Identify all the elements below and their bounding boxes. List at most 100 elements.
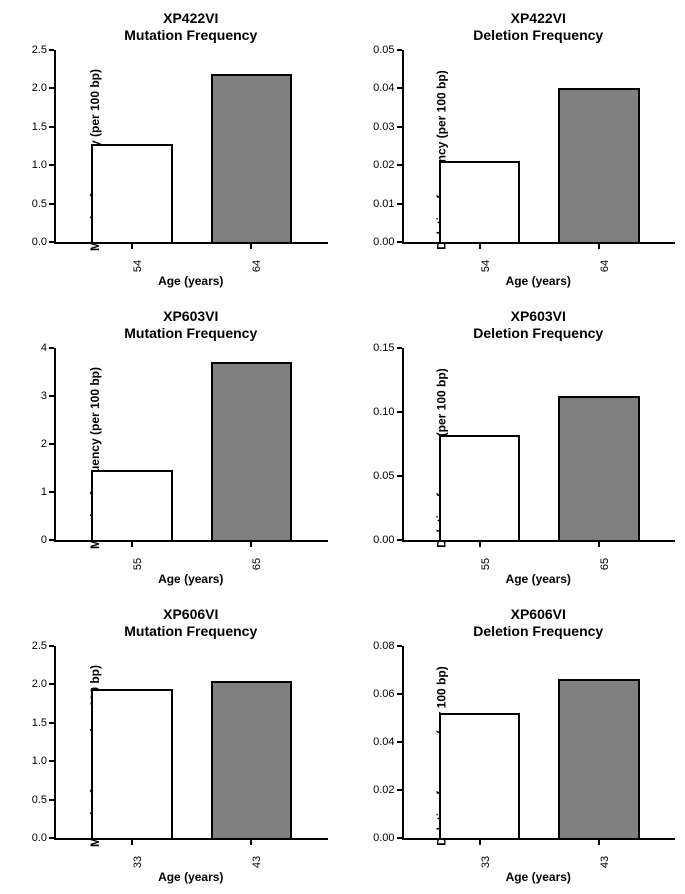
axes: 0.000.010.020.030.040.055464: [402, 50, 676, 244]
y-tick: [397, 741, 402, 743]
y-tick-label: 0.02: [373, 159, 394, 171]
y-tick-label: 0.05: [373, 44, 394, 56]
x-axis-label: Age (years): [402, 274, 676, 288]
y-tick-label: 0.01: [373, 198, 394, 210]
chart-panel: XP606VIMutation FrequencyMutation freque…: [10, 606, 328, 884]
chart-title-line2: Deletion Frequency: [402, 623, 676, 640]
y-tick: [49, 722, 54, 724]
x-axis-label: Age (years): [402, 572, 676, 586]
bar: [439, 713, 520, 838]
y-tick: [397, 645, 402, 647]
y-tick: [49, 126, 54, 128]
bar: [439, 161, 520, 242]
plot-area: 0.00.51.01.52.02.53343: [54, 646, 328, 866]
y-tick-label: 0.04: [373, 82, 394, 94]
y-tick-label: 1: [41, 486, 47, 498]
y-tick-label: 2.0: [32, 82, 47, 94]
chart-title-line2: Deletion Frequency: [402, 325, 676, 342]
y-tick-label: 0.08: [373, 640, 394, 652]
y-tick: [397, 837, 402, 839]
plot-area: 0.00.51.01.52.02.55464: [54, 50, 328, 270]
y-tick-label: 0.06: [373, 688, 394, 700]
chart-body: Mutation frequency (per 100 bp)012345565: [10, 348, 328, 568]
y-tick: [397, 411, 402, 413]
chart-panel: XP606VIDeletion FrequencyDeletion freque…: [358, 606, 676, 884]
y-tick: [397, 164, 402, 166]
bar: [558, 88, 639, 242]
bar: [91, 144, 172, 243]
plot-area: 0.000.050.100.155565: [402, 348, 676, 568]
y-tick: [49, 87, 54, 89]
y-tick: [49, 539, 54, 541]
y-tick-label: 3: [41, 390, 47, 402]
x-tick-row: [54, 840, 328, 866]
y-tick-label: 1.0: [32, 159, 47, 171]
chart-title-line1: XP603VI: [54, 308, 328, 325]
y-tick-label: 2.5: [32, 44, 47, 56]
chart-title: XP603VIMutation Frequency: [54, 308, 328, 342]
chart-panel: XP603VIDeletion Frequency Deletion freque…: [358, 308, 676, 586]
chart-panel: XP603VIMutation FrequencyMutation freque…: [10, 308, 328, 586]
x-axis-label: Age (years): [54, 572, 328, 586]
chart-title: XP603VIDeletion Frequency: [402, 308, 676, 342]
y-tick: [397, 241, 402, 243]
y-tick: [49, 49, 54, 51]
y-tick: [49, 395, 54, 397]
y-tick: [397, 49, 402, 51]
x-tick-row: [402, 840, 676, 866]
y-tick: [49, 164, 54, 166]
y-tick: [49, 241, 54, 243]
y-tick: [397, 693, 402, 695]
y-tick: [397, 539, 402, 541]
chart-title: XP422VIDeletion Frequency: [402, 10, 676, 44]
bar: [558, 396, 639, 540]
x-axis-label: Age (years): [402, 870, 676, 884]
y-tick: [397, 347, 402, 349]
y-tick: [49, 491, 54, 493]
y-tick: [397, 203, 402, 205]
chart-body: Deletion frequency (per 100 bp)0.000.050…: [358, 348, 676, 568]
bar: [211, 74, 292, 242]
x-axis-label: Age (years): [54, 870, 328, 884]
axes: 0.00.51.01.52.02.55464: [54, 50, 328, 244]
y-tick: [397, 475, 402, 477]
chart-grid: XP422VIMutation FrequencyMutation freque…: [10, 10, 675, 884]
chart-body: Deletion frequency (per 100 bp)0.000.010…: [358, 50, 676, 270]
x-tick-row: [402, 244, 676, 270]
y-tick-label: 2: [41, 438, 47, 450]
chart-title-line2: Mutation Frequency: [54, 27, 328, 44]
chart-title: XP606VIDeletion Frequency: [402, 606, 676, 640]
y-tick: [49, 683, 54, 685]
chart-title-line2: Deletion Frequency: [402, 27, 676, 44]
bar: [91, 689, 172, 838]
y-tick: [49, 443, 54, 445]
y-tick-label: 0.00: [373, 534, 394, 546]
bar: [558, 679, 639, 838]
plot-area: 0.000.010.020.030.040.055464: [402, 50, 676, 270]
y-tick: [49, 837, 54, 839]
y-tick-label: 0.5: [32, 198, 47, 210]
y-tick: [397, 87, 402, 89]
y-tick-label: 0.00: [373, 236, 394, 248]
y-tick: [49, 347, 54, 349]
chart-panel: XP422VIMutation FrequencyMutation freque…: [10, 10, 328, 288]
chart-title-line2: Mutation Frequency: [54, 623, 328, 640]
y-tick-label: 0.04: [373, 736, 394, 748]
y-tick-label: 0.15: [373, 342, 394, 354]
y-tick: [49, 799, 54, 801]
axes: 0.000.020.040.060.083343: [402, 646, 676, 840]
bar: [91, 470, 172, 540]
chart-title-line1: XP603VI: [402, 308, 676, 325]
y-tick-label: 1.5: [32, 121, 47, 133]
y-tick-label: 0.5: [32, 794, 47, 806]
chart-title: XP422VIMutation Frequency: [54, 10, 328, 44]
y-tick-label: 0.02: [373, 784, 394, 796]
y-tick: [49, 645, 54, 647]
y-tick-label: 0.0: [32, 832, 47, 844]
plot-area: 012345565: [54, 348, 328, 568]
y-tick: [49, 203, 54, 205]
axes: 0.00.51.01.52.02.53343: [54, 646, 328, 840]
chart-title-line1: XP606VI: [402, 606, 676, 623]
chart-body: Mutation frequency (per 100 bp)0.00.51.0…: [10, 50, 328, 270]
y-tick: [397, 789, 402, 791]
